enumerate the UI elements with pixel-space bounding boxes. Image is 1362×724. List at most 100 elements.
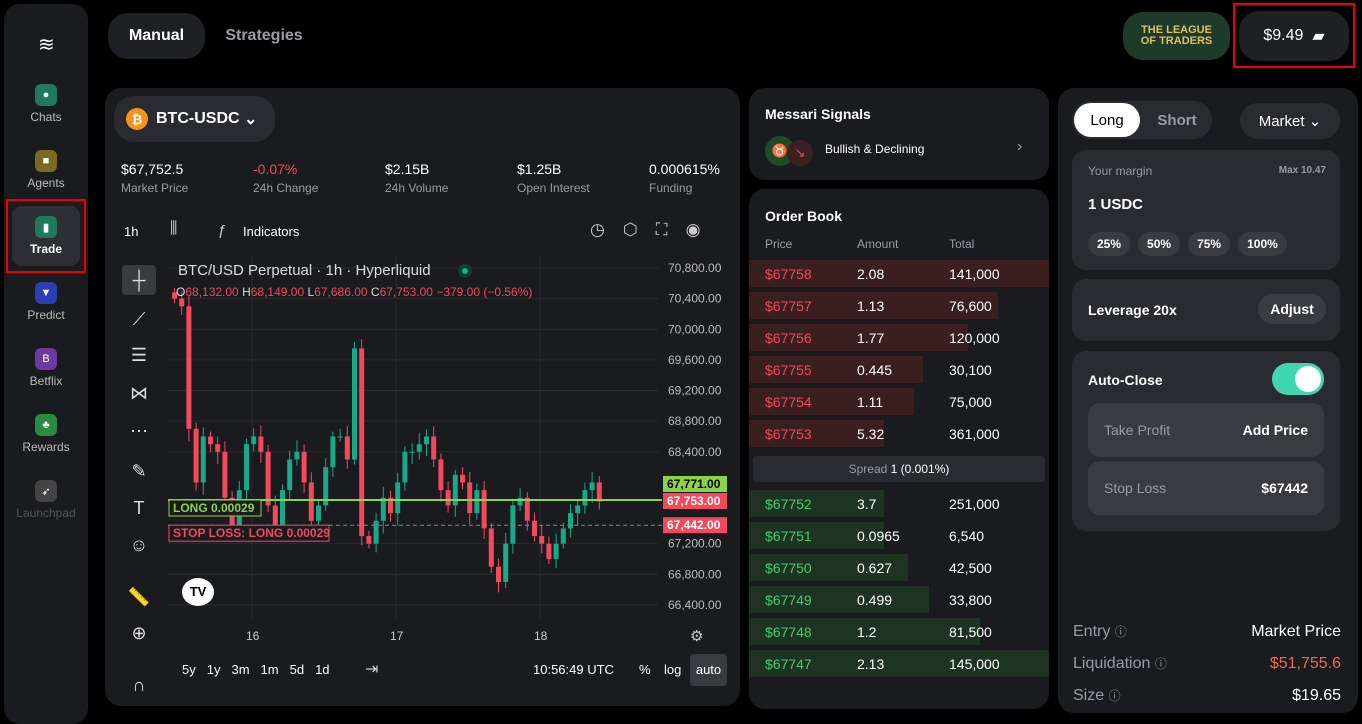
candle <box>388 497 393 514</box>
magnet-icon[interactable]: ∩ <box>132 675 146 695</box>
y-tick-label: 70,000.00 <box>668 322 722 336</box>
long-position-label: LONG 0.00029 <box>173 501 255 515</box>
y-tick-label: 68,400.00 <box>668 445 722 459</box>
short-tab[interactable]: Short <box>1157 111 1197 129</box>
bid-row[interactable]: $67748 1.2 81,500 <box>749 616 1049 648</box>
declining-icon: ↘ <box>787 140 813 166</box>
col-price: Price <box>765 237 793 251</box>
bid-row[interactable]: $67751 0.0965 6,540 <box>749 520 1049 552</box>
ask-row[interactable]: $67753 5.32 361,000 <box>749 418 1049 450</box>
brush-icon[interactable]: ✎ <box>131 461 147 481</box>
order-type-select[interactable]: Market ⌄ <box>1240 103 1340 139</box>
agents-icon: ■ <box>35 150 57 172</box>
long-tab[interactable]: Long <box>1074 103 1140 137</box>
candle-type-icon[interactable]: ⫼ <box>170 220 178 237</box>
bid-row[interactable]: $67752 3.7 251,000 <box>749 488 1049 520</box>
indicators-button[interactable]: Indicators <box>243 224 300 239</box>
margin-75pct-button[interactable]: 75% <box>1188 232 1231 256</box>
text-icon[interactable]: T <box>133 498 145 518</box>
take-profit-field[interactable]: Take Profit Add Price <box>1088 403 1324 457</box>
tradingview-logo[interactable]: TV <box>182 578 214 606</box>
wallet-icon: ▰ <box>1312 28 1325 45</box>
chart-actions[interactable]: ◷⬡⛶◉ <box>590 220 719 239</box>
crosshair-icon[interactable]: ┼ <box>122 265 156 295</box>
ohlc-legend: O68,132.00 H68,149.00 L67,686.00 C67,753… <box>176 285 533 299</box>
sidebar: ≋ ● Chats ■ Agents ▮ Trade ▼ Predict B Betflix ♣ Re… <box>4 4 88 724</box>
sidebar-item-chats[interactable]: ● Chats <box>12 74 80 134</box>
auto-close-card: Auto-Close Take Profit Add Price Stop Los… <box>1072 351 1340 531</box>
goto-date-icon[interactable]: ⇥ <box>365 661 379 678</box>
margin-100pct-button[interactable]: 100% <box>1238 232 1287 256</box>
candle <box>200 436 206 483</box>
sidebar-item-trade[interactable]: ▮ Trade <box>12 206 80 266</box>
log-toggle[interactable]: log <box>664 662 682 677</box>
zoom-in-icon[interactable]: ⊕ <box>131 623 147 643</box>
ask-row[interactable]: $67754 1.11 75,000 <box>749 386 1049 418</box>
price-chart[interactable]: 70,800.00 70,400.00 70,000.00 69,600.00 69,2… <box>168 255 734 650</box>
candle <box>532 520 537 537</box>
candle <box>546 543 552 560</box>
margin-input[interactable]: 1 USDC <box>1088 196 1144 213</box>
settings-icon[interactable]: ⚙ <box>690 628 704 645</box>
interval-1h[interactable]: 1h <box>124 224 139 239</box>
range-5d[interactable]: 5d <box>289 662 305 677</box>
price-label-stop: 67,442.00 <box>667 518 721 532</box>
x-tick-label: 18 <box>534 629 548 643</box>
sidebar-item-predict[interactable]: ▼ Predict <box>12 272 80 332</box>
info-liquidation: Liquidation ⓘ $51,755.6 <box>1073 655 1341 672</box>
sidebar-item-rewards[interactable]: ♣ Rewards <box>12 404 80 464</box>
range-3m[interactable]: 3m <box>231 662 250 677</box>
auto-toggle[interactable]: auto <box>690 654 727 686</box>
wallet-balance-button[interactable]: $9.49 ▰ <box>1239 11 1349 61</box>
bid-row[interactable]: $67747 2.13 145,000 <box>749 648 1049 680</box>
status-dot <box>458 264 472 278</box>
price-label-long: 67,771.00 <box>667 477 721 491</box>
tab-strategies[interactable]: Strategies <box>225 27 303 44</box>
range-1y[interactable]: 1y <box>206 662 221 677</box>
league-logo[interactable]: THE LEAGUE OF TRADERS <box>1123 12 1230 60</box>
range-1d[interactable]: 1d <box>315 662 330 677</box>
tab-manual[interactable]: Manual <box>108 13 205 59</box>
spread: Spread 1 (0.001%) <box>753 456 1045 482</box>
margin-25pct-button[interactable]: 25% <box>1088 232 1131 256</box>
candle <box>208 436 213 445</box>
margin-card: Your margin Max 10.47 1 USDC 25% 50% 75% 10… <box>1072 150 1340 270</box>
price-label-stop-bg <box>663 517 727 534</box>
percent-toggle[interactable]: % <box>639 662 651 677</box>
sidebar-item-betflix[interactable]: B Betflix <box>12 338 80 398</box>
candle <box>301 451 307 483</box>
adjust-button[interactable]: Adjust <box>1258 294 1326 324</box>
range-5y[interactable]: 5y <box>182 662 196 677</box>
horizontal-lines-icon[interactable]: ☰ <box>130 345 148 365</box>
messari-signals[interactable]: Messari Signals ♉ ↘ Bullish & Declining … <box>749 88 1049 180</box>
ask-row[interactable]: $67755 0.445 30,100 <box>749 354 1049 386</box>
pair-selector[interactable]: ₿ BTC-USDC ⌄ <box>114 96 275 142</box>
pattern-icon[interactable]: ⋈ <box>130 383 148 403</box>
auto-close-toggle[interactable] <box>1272 363 1324 395</box>
bid-row[interactable]: $67749 0.499 33,800 <box>749 584 1049 616</box>
stop-loss-field[interactable]: Stop Loss $67442 <box>1088 461 1324 515</box>
ask-row[interactable]: $67756 1.77 120,000 <box>749 322 1049 354</box>
candle <box>517 497 523 506</box>
candle <box>488 528 494 567</box>
max-margin: Max 10.47 <box>1278 165 1326 176</box>
sidebar-item-agents[interactable]: ■ Agents <box>12 140 80 200</box>
logo-icon[interactable]: ≋ <box>38 34 55 56</box>
candle <box>438 459 444 491</box>
candle <box>258 436 264 452</box>
fx-icon[interactable]: ƒ <box>218 222 227 239</box>
sidebar-item-launchpad[interactable]: ➶ Launchpad <box>12 470 80 530</box>
emoji-icon[interactable]: ☺ <box>129 535 149 555</box>
chart-panel <box>105 88 740 706</box>
bid-row[interactable]: $67750 0.627 42,500 <box>749 552 1049 584</box>
clock[interactable]: 10:56:49 UTC <box>533 662 614 677</box>
fib-icon[interactable]: ⋯ <box>130 421 148 441</box>
trendline-icon[interactable]: ⟋ <box>132 309 146 329</box>
ruler-icon[interactable]: 📏 <box>127 587 151 607</box>
margin-50pct-button[interactable]: 50% <box>1138 232 1181 256</box>
range-1m[interactable]: 1m <box>260 662 279 677</box>
candle <box>373 520 379 544</box>
ask-row[interactable]: $67758 2.08 141,000 <box>749 258 1049 290</box>
candle <box>474 490 480 514</box>
ask-row[interactable]: $67757 1.13 76,600 <box>749 290 1049 322</box>
